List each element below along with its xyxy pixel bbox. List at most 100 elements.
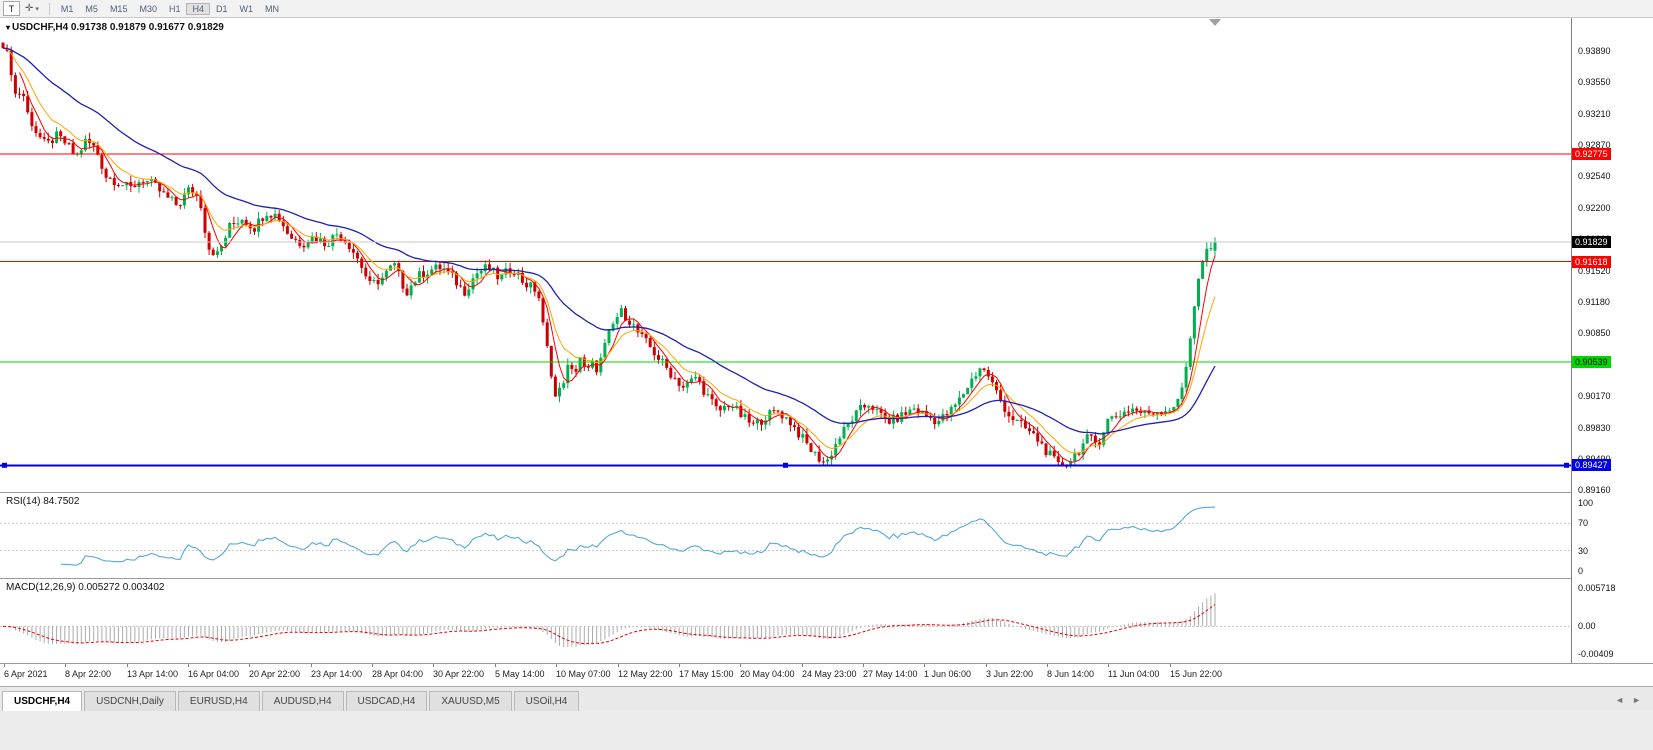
chart-tab-usoil-h4[interactable]: USOil,H4 (513, 691, 580, 711)
time-axis-tick (495, 664, 496, 667)
time-axis-label: 1 Jun 06:00 (924, 669, 972, 679)
time-axis-label: 20 May 04:00 (740, 669, 795, 679)
timeframe-button-group: M1 M5 M15 M30 H1 H4 D1 W1 MN (55, 2, 285, 15)
time-axis-tick (556, 664, 557, 667)
time-axis-tick (1047, 664, 1048, 667)
time-axis-label: 5 May 14:00 (495, 669, 545, 679)
panel-separator[interactable] (0, 578, 1653, 579)
time-axis-tick (986, 664, 987, 667)
time-axis-tick (679, 664, 680, 667)
timeframe-button-m15[interactable]: M15 (109, 3, 128, 14)
timeframe-button-h1[interactable]: H1 (168, 3, 181, 14)
time-axis-label: 17 May 15:00 (679, 669, 734, 679)
time-axis-tick (65, 664, 66, 667)
scroll-left-icon[interactable]: ◄ (1615, 695, 1625, 705)
macd-header: MACD(12,26,9) 0.005272 0.003402 (6, 582, 165, 593)
time-axis-tick (1108, 664, 1109, 667)
hline-price-tag: 0.91618 (1572, 256, 1611, 268)
time-axis-label: 20 Apr 22:00 (249, 669, 301, 679)
time-axis-label: 8 Apr 22:00 (65, 669, 112, 679)
chart-tab-usdcad-h4[interactable]: USDCAD,H4 (345, 691, 428, 711)
timeframe-button-m30[interactable]: M30 (139, 3, 157, 14)
rsi-axis-label: 70 (1578, 518, 1589, 528)
chart-tabs-bar: USDCHF,H4 USDCNH,Daily EURUSD,H4 AUDUSD,H4 U… (0, 686, 1653, 711)
macd-axis-label: 0.005718 (1578, 583, 1616, 593)
price-axis-label: 0.92540 (1578, 171, 1611, 181)
rsi-axis-label: 0 (1578, 566, 1584, 576)
price-axis-label: 0.93890 (1578, 46, 1611, 56)
time-axis-tick (433, 664, 434, 667)
time-axis-label: 23 Apr 14:00 (311, 669, 363, 679)
price-axis-label: 0.92870 (1578, 140, 1611, 150)
chart-tab-usdchf-h4[interactable]: USDCHF,H4 (2, 691, 83, 711)
time-axis[interactable]: 6 Apr 2021 8 Apr 22:00 13 Apr 14:00 16 Apr … (0, 664, 1653, 686)
macd-canvas[interactable] (0, 579, 1571, 663)
time-axis-label: 24 May 23:00 (802, 669, 857, 679)
price-chart-canvas[interactable] (0, 18, 1571, 492)
timeframe-button-mn[interactable]: MN (265, 3, 280, 14)
timeframe-button-m5[interactable]: M5 (85, 3, 98, 14)
toolbar: T ✛ ▾ M1 M5 M15 M30 H1 H4 D1 W1 MN (0, 0, 1653, 18)
time-axis-label: 30 Apr 22:00 (433, 669, 485, 679)
time-axis-tick (249, 664, 250, 667)
time-axis-label: 3 Jun 22:00 (986, 669, 1034, 679)
rsi-header: RSI(14) 84.7502 (6, 496, 80, 507)
price-axis-label: 0.90170 (1578, 391, 1611, 401)
rsi-panel[interactable]: RSI(14) 84.7502 (0, 493, 1571, 578)
time-axis-label: 11 Jun 04:00 (1108, 669, 1160, 679)
chart-symbol-ohlc: USDCHF,H4 0.91738 0.91879 0.91677 0.9182… (12, 22, 224, 33)
time-axis-label: 15 Jun 22:00 (1170, 669, 1223, 679)
time-axis-label: 16 Apr 04:00 (188, 669, 240, 679)
scroll-right-icon[interactable]: ► (1632, 695, 1641, 705)
price-axis[interactable]: 0.93890 0.93550 0.93210 0.92870 0.92540 0.922… (1571, 18, 1653, 663)
time-axis-label: 28 Apr 04:00 (372, 669, 424, 679)
timeframe-button-d1[interactable]: D1 (216, 3, 228, 14)
chart-tab-usdcnh-daily[interactable]: USDCNH,Daily (84, 691, 176, 711)
toolbar-separator (48, 2, 50, 15)
crosshair-tool-button[interactable]: ✛ ▾ (25, 3, 39, 14)
chart-tab-audusd-h4[interactable]: AUDUSD,H4 (261, 691, 344, 711)
price-axis-label: 0.93210 (1578, 109, 1611, 119)
panel-separator[interactable] (0, 492, 1653, 493)
macd-axis-label: -0.00409 (1578, 649, 1614, 659)
rsi-axis-label: 30 (1578, 546, 1589, 556)
time-axis-tick (1170, 664, 1171, 667)
hline-price-tag: 0.89427 (1572, 459, 1611, 471)
price-axis-label: 0.90850 (1578, 328, 1611, 338)
price-chart-panel[interactable]: ▾ USDCHF,H4 0.91738 0.91879 0.91677 0.918… (0, 18, 1571, 492)
chart-tab-eurusd-h4[interactable]: EURUSD,H4 (177, 691, 260, 711)
time-axis-tick (188, 664, 189, 667)
timeframe-button-h4[interactable]: H4 (186, 2, 210, 15)
hline-price-tag: 0.90539 (1572, 356, 1611, 368)
panel-separator (0, 663, 1653, 664)
chevron-down-icon: ▾ (35, 5, 39, 13)
chart-tab-xauusd-m5[interactable]: XAUUSD,M5 (429, 691, 512, 711)
crosshair-icon: ✛ (25, 3, 34, 14)
text-tool-button[interactable]: T (3, 1, 20, 16)
time-axis-label: 12 May 22:00 (618, 669, 673, 679)
price-axis-label: 0.93550 (1578, 77, 1611, 87)
macd-panel[interactable]: MACD(12,26,9) 0.005272 0.003402 (0, 579, 1571, 663)
time-axis-tick (618, 664, 619, 667)
time-axis-label: 8 Jun 14:00 (1047, 669, 1095, 679)
rsi-canvas[interactable] (0, 493, 1571, 578)
macd-axis-label: 0.00 (1578, 621, 1596, 631)
price-axis-label: 0.91520 (1578, 266, 1611, 276)
current-price-tag: 0.91829 (1572, 236, 1611, 248)
time-axis-tick (311, 664, 312, 667)
time-axis-label: 13 Apr 14:00 (127, 669, 179, 679)
time-axis-label: 6 Apr 2021 (4, 669, 48, 679)
time-axis-tick (127, 664, 128, 667)
timeframe-button-m1[interactable]: M1 (60, 3, 74, 14)
time-axis-tick (924, 664, 925, 667)
price-axis-label: 0.91180 (1578, 297, 1610, 307)
time-axis-label: 27 May 14:00 (863, 669, 918, 679)
time-axis-tick (372, 664, 373, 667)
time-axis-tick (802, 664, 803, 667)
price-axis-label: 0.92200 (1578, 203, 1611, 213)
timeframe-button-w1[interactable]: W1 (239, 3, 254, 14)
tab-scroll-arrows: ◄ ► (1611, 689, 1645, 711)
chart-header: ▾ USDCHF,H4 0.91738 0.91879 0.91677 0.918… (6, 22, 224, 33)
hline-price-tag: 0.92775 (1572, 148, 1611, 160)
